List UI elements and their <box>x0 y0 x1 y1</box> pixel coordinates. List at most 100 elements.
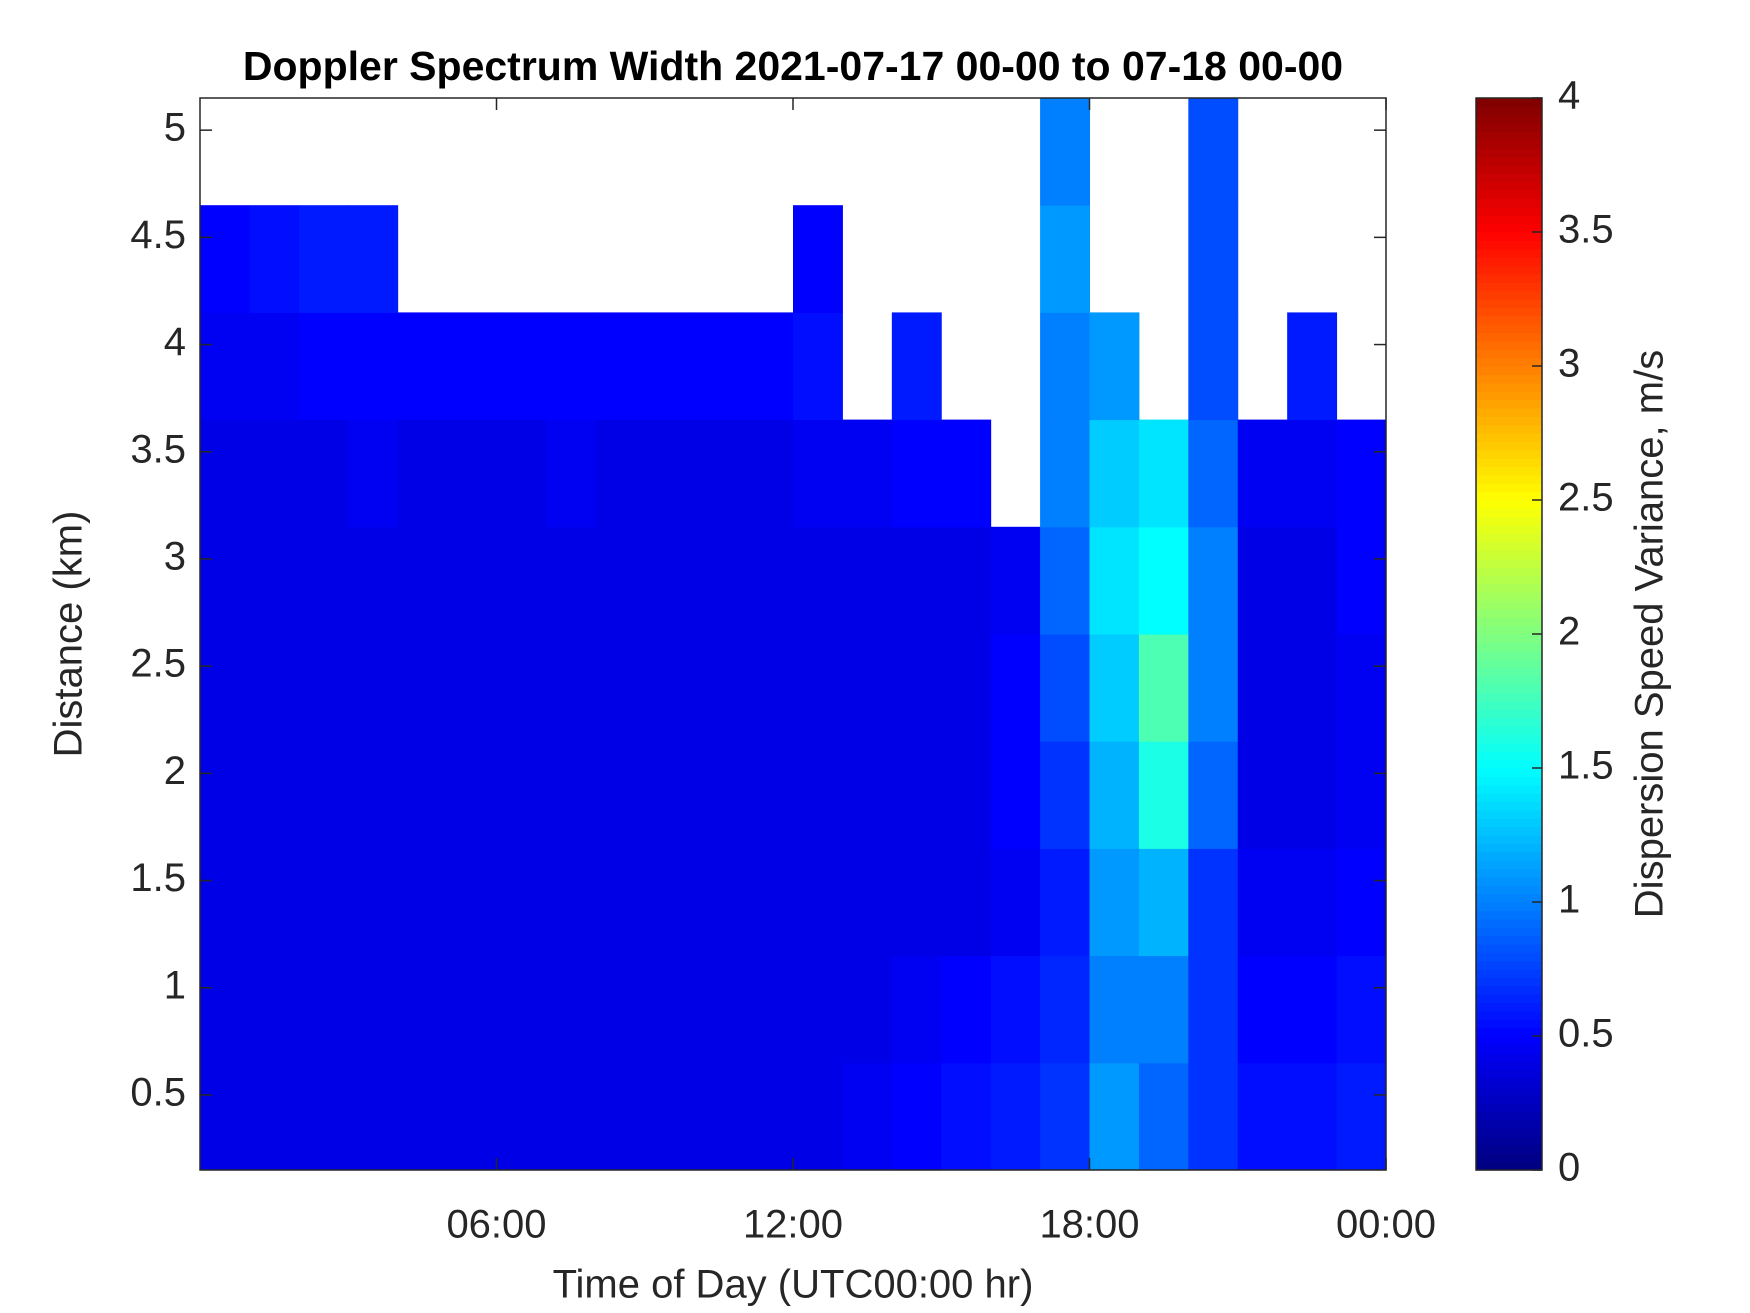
heatmap-cell <box>1138 1062 1189 1171</box>
colorbar-swatch <box>1476 248 1542 258</box>
colorbar-swatch <box>1476 910 1542 920</box>
heatmap-cell <box>1089 312 1140 421</box>
y-axis-label: Distance (km) <box>47 511 91 758</box>
heatmap-cell <box>397 741 448 849</box>
heatmap-cell <box>545 419 596 528</box>
colorbar-swatch <box>1476 701 1542 710</box>
colorbar-swatch <box>1476 826 1542 836</box>
colorbar-swatch <box>1476 843 1542 853</box>
colorbar-swatch <box>1476 667 1542 677</box>
heatmap-cell <box>1287 526 1338 635</box>
colorbar-swatch <box>1476 994 1542 1004</box>
heatmap-cell <box>941 741 992 849</box>
heatmap-cell <box>1188 1062 1239 1171</box>
heatmap-cell <box>793 419 843 528</box>
y-tick-label: 5 <box>164 106 186 150</box>
colorbar-tick-label: 2 <box>1558 610 1580 654</box>
colorbar-swatch <box>1476 366 1542 375</box>
colorbar-swatch <box>1476 634 1542 643</box>
heatmap-cell <box>1237 634 1288 742</box>
heatmap-cell <box>447 312 497 421</box>
heatmap-cell <box>1040 312 1090 421</box>
colorbar-swatch <box>1476 424 1542 434</box>
heatmap-cell <box>1336 955 1387 1064</box>
colorbar-swatch <box>1476 1111 1542 1121</box>
heatmap-cell <box>743 741 794 849</box>
heatmap-cell <box>941 1062 992 1171</box>
heatmap-cell <box>1188 419 1239 528</box>
heatmap-cell <box>1188 741 1239 849</box>
heatmap-cell <box>496 634 547 742</box>
heatmap-cell <box>1138 741 1189 849</box>
heatmap-cell <box>545 741 596 849</box>
colorbar-swatch <box>1476 1161 1542 1171</box>
heatmap-cell <box>1188 205 1239 313</box>
heatmap-cell <box>694 419 745 528</box>
heatmap-cell <box>743 848 794 957</box>
colorbar-swatch <box>1476 148 1542 158</box>
heatmap-cell <box>743 526 794 635</box>
colorbar-swatch <box>1476 391 1542 401</box>
heatmap-cell <box>447 741 497 849</box>
colorbar-swatch <box>1476 257 1542 267</box>
colorbar-swatch <box>1476 458 1542 468</box>
heatmap-cell <box>348 526 399 635</box>
heatmap-cell <box>1237 1062 1288 1171</box>
heatmap-cell <box>249 1062 300 1171</box>
colorbar-swatch <box>1476 1128 1542 1138</box>
heatmap-cell <box>891 955 942 1064</box>
colorbar-swatch <box>1476 567 1542 576</box>
colorbar-swatch <box>1476 784 1542 794</box>
heatmap-cell <box>200 955 250 1064</box>
colorbar-swatch <box>1476 734 1542 744</box>
heatmap-cell <box>496 955 547 1064</box>
colorbar-swatch <box>1476 1094 1542 1104</box>
colorbar-swatch <box>1476 793 1542 803</box>
chart-title: Doppler Spectrum Width 2021-07-17 00-00 … <box>243 43 1343 89</box>
heatmap-cell <box>348 419 399 528</box>
colorbar-swatch <box>1476 500 1542 509</box>
heatmap-cell <box>1336 1062 1387 1171</box>
colorbar-swatch <box>1476 131 1542 141</box>
colorbar-tick-label: 3.5 <box>1558 208 1614 252</box>
heatmap-cell <box>1040 741 1090 849</box>
heatmap-cell <box>545 526 596 635</box>
heatmap-cell <box>595 1062 646 1171</box>
colorbar-swatch <box>1476 114 1542 124</box>
colorbar <box>1476 98 1542 1171</box>
colorbar-tick-label: 1.5 <box>1558 744 1614 788</box>
colorbar-swatch <box>1476 860 1542 870</box>
colorbar-swatch <box>1476 952 1542 962</box>
heatmap-cell <box>595 741 646 849</box>
colorbar-swatch <box>1476 608 1542 618</box>
heatmap-cell <box>1188 526 1239 635</box>
x-axis-label: Time of Day (UTC00:00 hr) <box>553 1263 1034 1307</box>
heatmap-cell <box>793 312 843 421</box>
heatmap-cell <box>1287 741 1338 849</box>
x-tick-label: 06:00 <box>446 1203 546 1247</box>
colorbar-swatch <box>1476 433 1542 442</box>
colorbar-swatch <box>1476 123 1542 133</box>
heatmap-cell <box>793 848 843 957</box>
heatmap-cell <box>793 741 843 849</box>
heatmap-cell <box>1237 955 1288 1064</box>
heatmap-cell <box>595 312 646 421</box>
y-tick-label: 1.5 <box>130 856 186 900</box>
heatmap-cell <box>348 1062 399 1171</box>
colorbar-swatch <box>1476 541 1542 551</box>
colorbar-swatch <box>1476 525 1542 535</box>
colorbar-swatch <box>1476 943 1542 953</box>
colorbar-swatch <box>1476 927 1542 937</box>
heatmap-cell <box>1237 848 1288 957</box>
heatmap-cell <box>1336 419 1387 528</box>
colorbar-swatch <box>1476 885 1542 895</box>
heatmap-cell <box>595 419 646 528</box>
colorbar-swatch <box>1476 416 1542 426</box>
colorbar-swatch <box>1476 1153 1542 1163</box>
heatmap-cell <box>842 1062 893 1171</box>
colorbar-swatch <box>1476 483 1542 493</box>
heatmap-cell <box>348 312 399 421</box>
heatmap-cell <box>694 526 745 635</box>
heatmap-cell <box>644 634 695 742</box>
colorbar-tick-label: 2.5 <box>1558 476 1614 520</box>
